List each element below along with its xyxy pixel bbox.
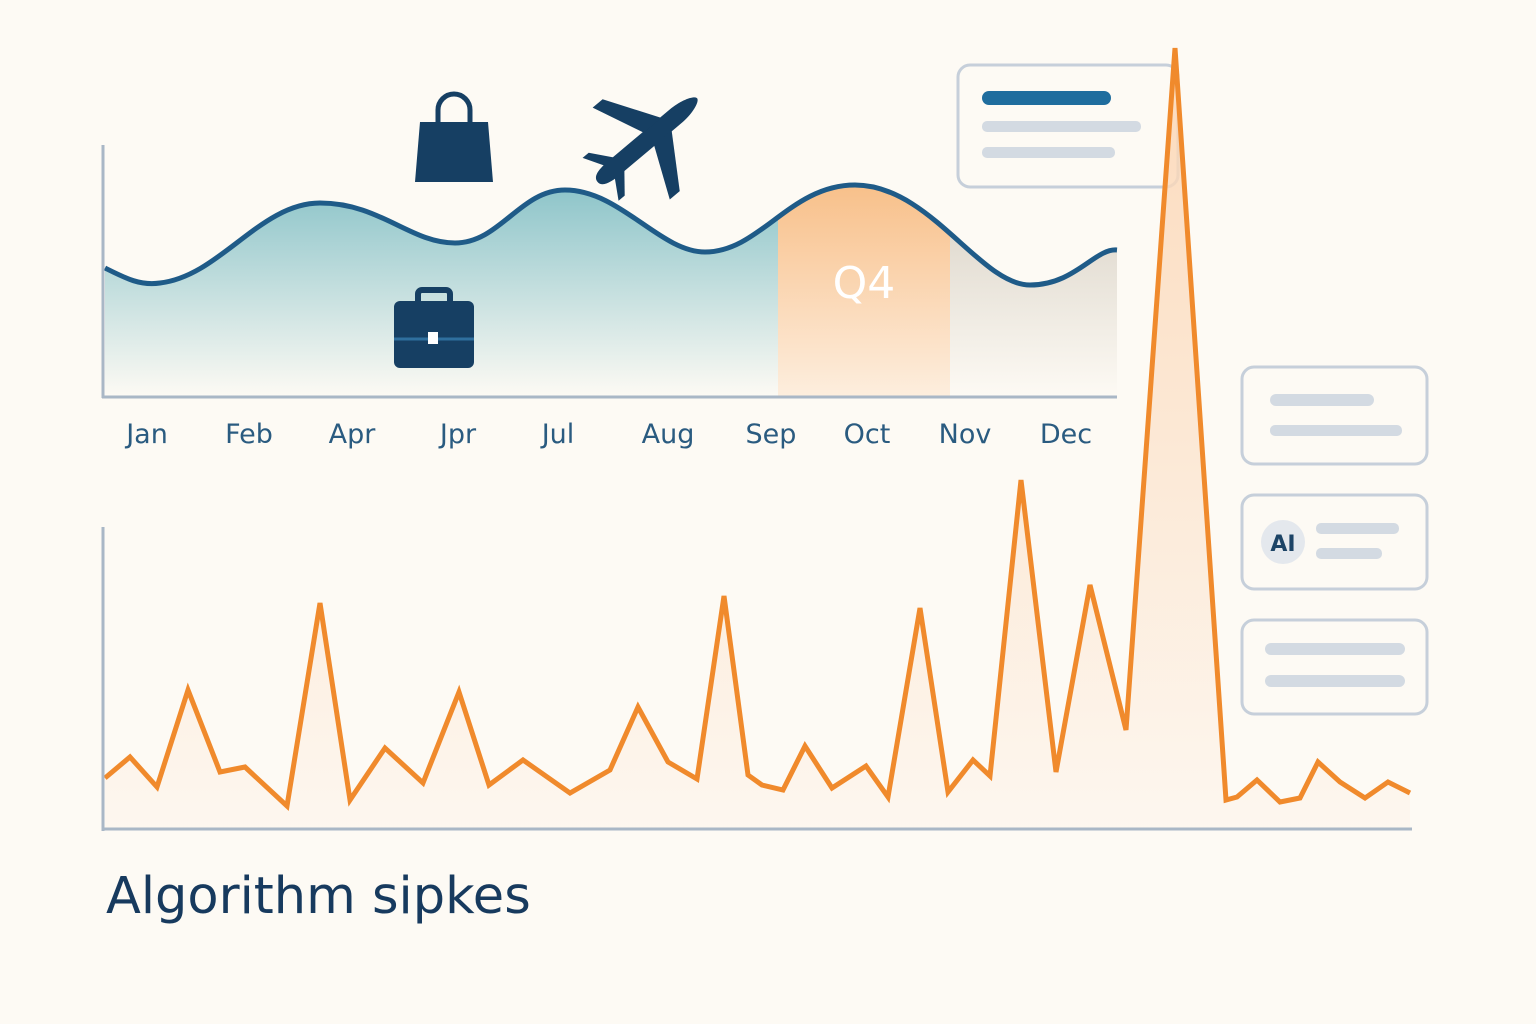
chart-title: Algorithm sipkes	[106, 867, 531, 926]
month-label: Feb	[225, 419, 273, 450]
briefcase-icon	[394, 287, 474, 368]
month-label: Oct	[844, 419, 891, 450]
wave-area	[105, 190, 778, 397]
month-label: Dec	[1040, 419, 1092, 450]
airplane-icon	[582, 97, 698, 201]
shopping-bag-icon	[415, 91, 493, 182]
month-label: Jpr	[438, 419, 477, 450]
q4-band	[778, 185, 950, 397]
month-label: Sep	[746, 419, 797, 450]
side-card	[1240, 618, 1429, 716]
spike-line	[103, 47, 1412, 812]
ai-badge: AI	[1270, 532, 1295, 557]
month-label: Jul	[540, 419, 575, 450]
month-label: Jan	[124, 419, 168, 450]
spike-chart	[101, 47, 1412, 831]
wave-line	[103, 182, 1118, 288]
month-label: Aug	[642, 419, 695, 450]
spike-area	[105, 48, 1410, 829]
info-card	[956, 63, 1180, 189]
month-labels: Jan Feb Apr Jpr Jul Aug Sep Oct Nov Dec	[124, 419, 1092, 450]
side-card: AI	[1240, 493, 1429, 591]
wave-area	[950, 233, 1117, 397]
month-label: Apr	[329, 419, 377, 450]
q4-label: Q4	[833, 258, 896, 309]
wave-chart: Q4 Jan Feb Apr Jpr Jul Aug Sep Oct Nov Dec	[101, 145, 1118, 450]
month-label: Nov	[939, 419, 992, 450]
side-card	[1240, 365, 1429, 466]
